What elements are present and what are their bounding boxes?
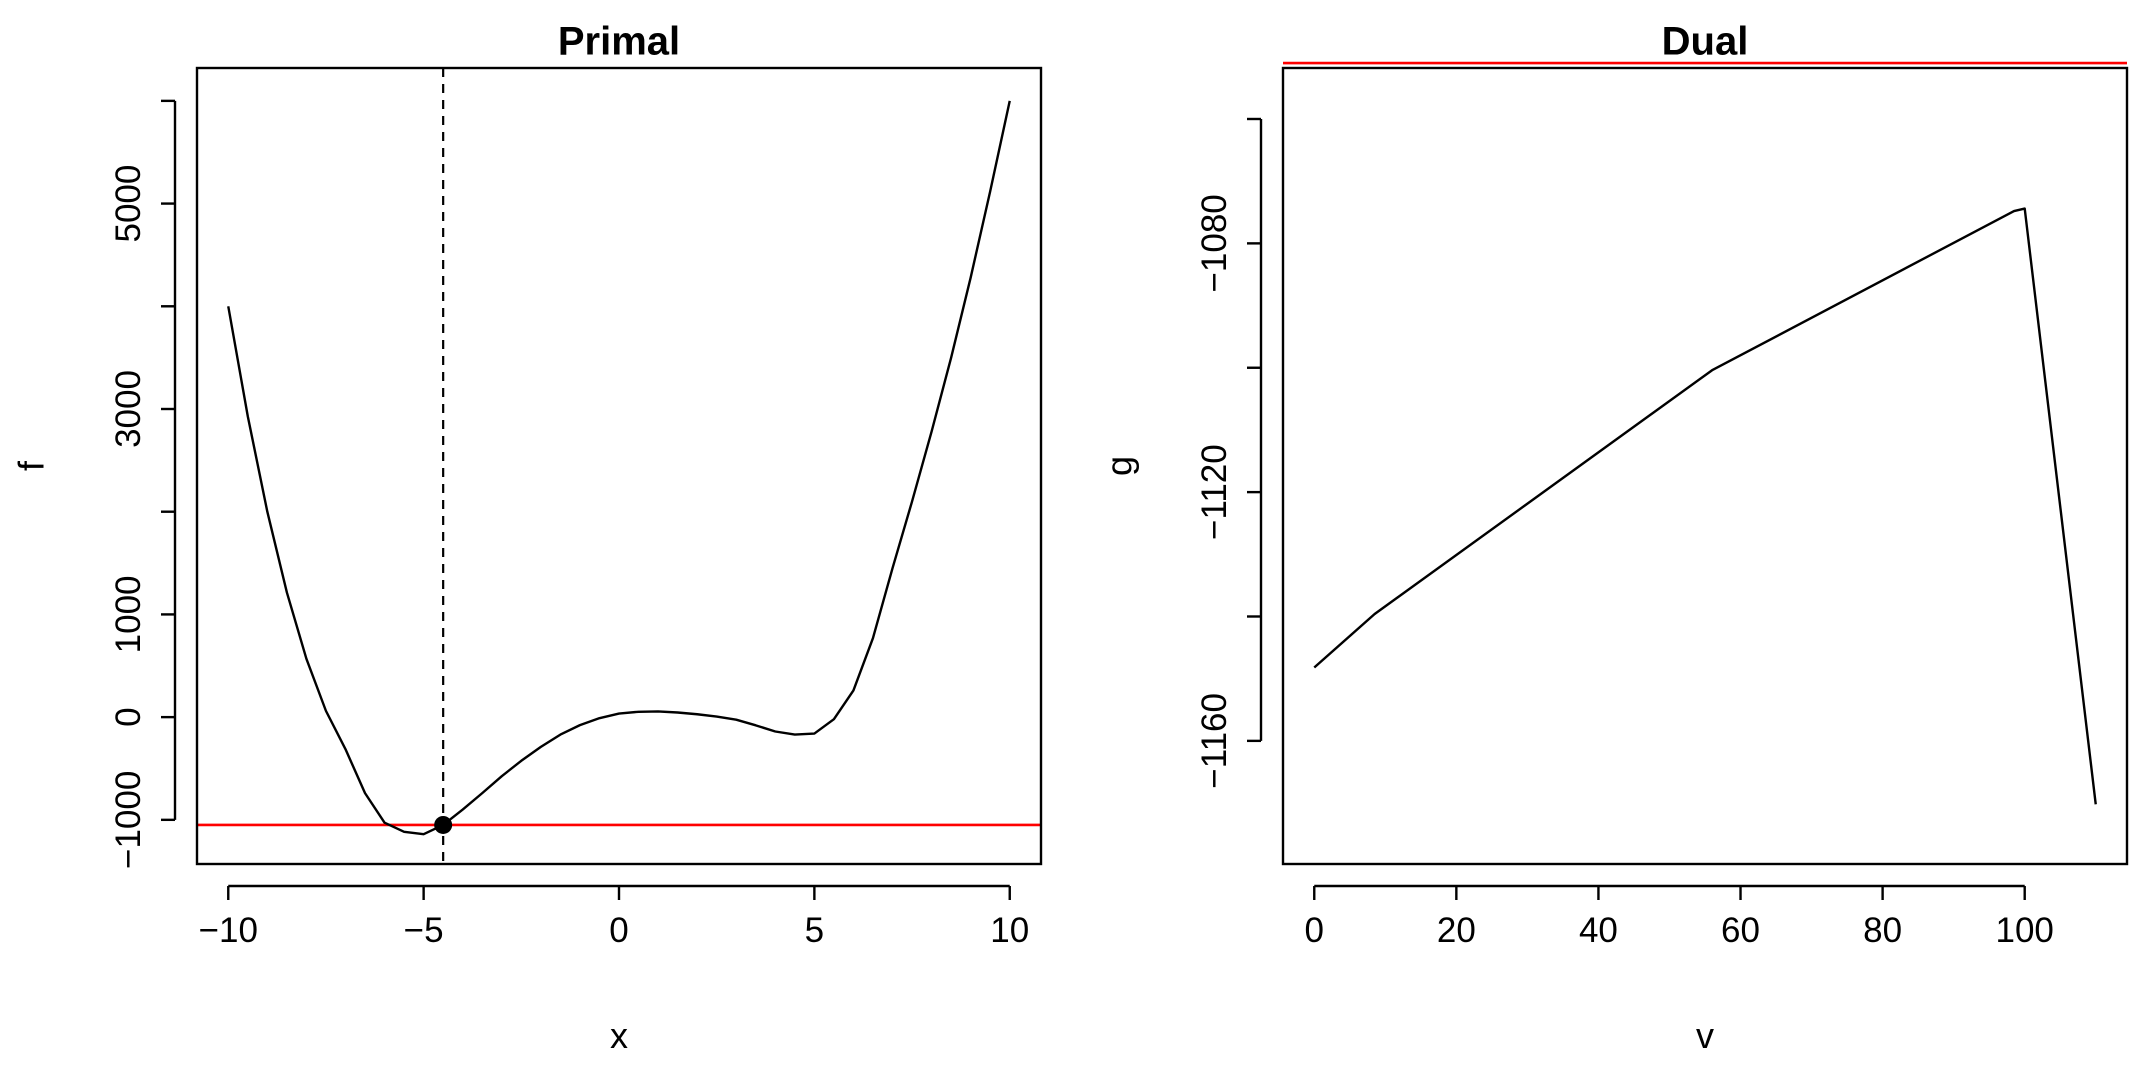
y-tick-label: 0: [109, 707, 148, 726]
y-axis-title: f: [11, 460, 52, 471]
y-tick-label: −1120: [1195, 444, 1234, 540]
y-tick-label: −1160: [1195, 693, 1234, 789]
dual-panel: Dual 0 20 40 60 80 100 −1160 −1120 −1080 v g: [1099, 20, 2129, 1056]
x-tick-label: 0: [609, 911, 628, 950]
x-tick-label: 40: [1579, 911, 1618, 950]
x-tick-label: 80: [1863, 911, 1902, 950]
y-tick-label: −1080: [1195, 194, 1234, 292]
x-tick-label: 100: [1995, 911, 2053, 950]
optimum-point: [434, 815, 453, 834]
plot-frame: [195, 66, 1043, 866]
x-tick-label: 60: [1721, 911, 1760, 950]
x-axis-title: v: [1696, 1015, 1714, 1056]
primal-panel: Primal −10 −5 0 5 10 −1000 0 1000 3000 5000 x f: [11, 20, 1043, 1056]
y-tick-label: −1000: [109, 771, 148, 869]
chart-title: Primal: [558, 20, 680, 64]
x-tick-label: −5: [404, 911, 444, 950]
x-axis-title: x: [610, 1015, 628, 1056]
chart-title: Dual: [1662, 20, 1749, 64]
y-axis-title: g: [1099, 456, 1140, 476]
y-tick-label: 3000: [109, 370, 148, 448]
series-line: [1313, 207, 2097, 805]
series-line: [227, 100, 1011, 836]
x-tick-label: 10: [990, 911, 1029, 950]
x-tick-label: 5: [805, 911, 824, 950]
x-tick-label: −10: [199, 911, 258, 950]
y-tick-label: 1000: [109, 575, 148, 653]
plot-frame: [1281, 66, 2129, 866]
x-tick-label: 0: [1305, 911, 1324, 950]
x-tick-label: 20: [1437, 911, 1476, 950]
y-tick-label: 5000: [109, 165, 148, 243]
